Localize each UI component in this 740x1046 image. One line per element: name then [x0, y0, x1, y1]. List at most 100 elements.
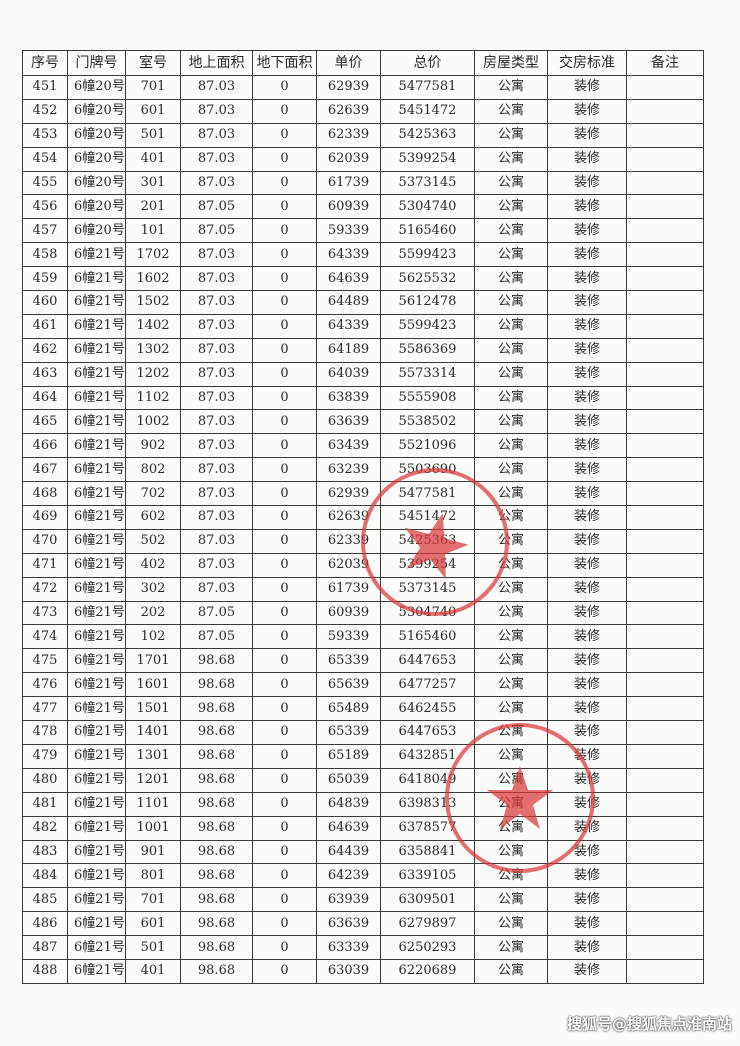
cell-door-no: 6幢21号	[67, 958, 126, 984]
cell-index: 470	[22, 528, 68, 554]
cell-remarks	[626, 624, 704, 650]
cell-index: 484	[22, 863, 68, 889]
cell-above-area: 98.68	[180, 839, 253, 865]
cell-above-area: 87.05	[180, 218, 253, 244]
cell-total-price: 5521096	[380, 433, 475, 459]
cell-below-area: 0	[252, 791, 317, 817]
cell-total-price: 5555908	[380, 385, 475, 411]
watermark: 搜狐号@搜狐焦点淮南站	[566, 1015, 732, 1033]
table-row: 479 6幢21号 1301 98.68 0 65189 6432851 公寓 装修	[22, 743, 704, 769]
cell-total-price: 6398313	[380, 791, 475, 817]
cell-total-price: 5373145	[380, 576, 475, 602]
cell-house-type: 公寓	[474, 194, 548, 220]
cell-house-type: 公寓	[474, 863, 548, 889]
table-row: 485 6幢21号 701 98.68 0 63939 6309501 公寓 装修	[22, 887, 704, 913]
cell-total-price: 6462455	[380, 696, 475, 722]
cell-remarks	[626, 935, 704, 960]
cell-total-price: 5573314	[380, 361, 475, 387]
cell-index: 462	[22, 337, 68, 363]
cell-room-no: 1602	[125, 266, 181, 292]
cell-room-no: 1402	[125, 313, 181, 339]
cell-above-area: 87.05	[180, 600, 253, 626]
cell-delivery-standard: 装修	[547, 505, 627, 530]
cell-index: 486	[22, 911, 68, 937]
header-below-area: 地下面积	[252, 50, 317, 76]
cell-remarks	[626, 290, 704, 315]
cell-total-price: 5304740	[380, 194, 475, 220]
cell-total-price: 5599423	[380, 242, 475, 268]
cell-below-area: 0	[252, 122, 317, 148]
cell-remarks	[626, 194, 704, 220]
cell-total-price: 6418049	[380, 767, 475, 793]
table-row: 464 6幢21号 1102 87.03 0 63839 5555908 公寓 装修	[22, 385, 704, 411]
cell-above-area: 98.68	[180, 648, 253, 674]
table-row: 470 6幢21号 502 87.03 0 62339 5425363 公寓 装修	[22, 528, 704, 554]
cell-index: 459	[22, 266, 68, 292]
cell-above-area: 87.05	[180, 194, 253, 220]
cell-index: 479	[22, 743, 68, 769]
cell-unit-price: 62939	[316, 75, 381, 100]
cell-index: 466	[22, 433, 68, 459]
cell-below-area: 0	[252, 767, 317, 793]
cell-remarks	[626, 600, 704, 626]
cell-above-area: 87.03	[180, 433, 253, 459]
cell-remarks	[626, 720, 704, 745]
cell-house-type: 公寓	[474, 839, 548, 865]
cell-remarks	[626, 337, 704, 363]
cell-door-no: 6幢20号	[67, 218, 126, 244]
cell-room-no: 802	[125, 457, 181, 483]
table-row: 452 6幢20号 601 87.03 0 62639 5451472 公寓 装修	[22, 98, 704, 124]
cell-above-area: 87.03	[180, 409, 253, 435]
cell-delivery-standard: 装修	[547, 911, 627, 937]
cell-unit-price: 65039	[316, 767, 381, 793]
cell-room-no: 1502	[125, 290, 181, 315]
cell-unit-price: 59339	[316, 624, 381, 650]
cell-room-no: 1302	[125, 337, 181, 363]
header-unit-price: 单价	[316, 50, 381, 76]
cell-house-type: 公寓	[474, 481, 548, 507]
cell-remarks	[626, 481, 704, 507]
cell-door-no: 6幢21号	[67, 266, 126, 292]
cell-remarks	[626, 887, 704, 913]
cell-unit-price: 64639	[316, 266, 381, 292]
cell-remarks	[626, 75, 704, 100]
cell-below-area: 0	[252, 863, 317, 889]
cell-house-type: 公寓	[474, 887, 548, 913]
cell-below-area: 0	[252, 528, 317, 554]
table-row: 472 6幢21号 302 87.03 0 61739 5373145 公寓 装修	[22, 576, 704, 602]
cell-door-no: 6幢21号	[67, 385, 126, 411]
cell-room-no: 102	[125, 624, 181, 650]
cell-room-no: 301	[125, 170, 181, 196]
table-row: 454 6幢20号 401 87.03 0 62039 5399254 公寓 装修	[22, 146, 704, 172]
cell-remarks	[626, 528, 704, 554]
cell-remarks	[626, 433, 704, 459]
cell-above-area: 98.68	[180, 791, 253, 817]
cell-door-no: 6幢21号	[67, 935, 126, 960]
table-row: 451 6幢20号 701 87.03 0 62939 5477581 公寓 装修	[22, 75, 704, 100]
cell-house-type: 公寓	[474, 720, 548, 745]
cell-index: 481	[22, 791, 68, 817]
cell-room-no: 1001	[125, 815, 181, 841]
cell-total-price: 5625532	[380, 266, 475, 292]
cell-remarks	[626, 457, 704, 483]
cell-below-area: 0	[252, 98, 317, 124]
cell-remarks	[626, 98, 704, 124]
table-row: 465 6幢21号 1002 87.03 0 63639 5538502 公寓 装修	[22, 409, 704, 435]
cell-house-type: 公寓	[474, 170, 548, 196]
cell-index: 455	[22, 170, 68, 196]
cell-total-price: 6339105	[380, 863, 475, 889]
cell-door-no: 6幢21号	[67, 433, 126, 459]
table-row: 461 6幢21号 1402 87.03 0 64339 5599423 公寓 装修	[22, 313, 704, 339]
cell-above-area: 87.03	[180, 337, 253, 363]
cell-room-no: 601	[125, 911, 181, 937]
cell-house-type: 公寓	[474, 600, 548, 626]
cell-unit-price: 62339	[316, 122, 381, 148]
table-row: 473 6幢21号 202 87.05 0 60939 5304740 公寓 装修	[22, 600, 704, 626]
cell-below-area: 0	[252, 743, 317, 769]
cell-door-no: 6幢21号	[67, 361, 126, 387]
cell-remarks	[626, 576, 704, 602]
cell-below-area: 0	[252, 720, 317, 745]
cell-house-type: 公寓	[474, 146, 548, 172]
cell-above-area: 87.03	[180, 385, 253, 411]
cell-above-area: 98.68	[180, 767, 253, 793]
